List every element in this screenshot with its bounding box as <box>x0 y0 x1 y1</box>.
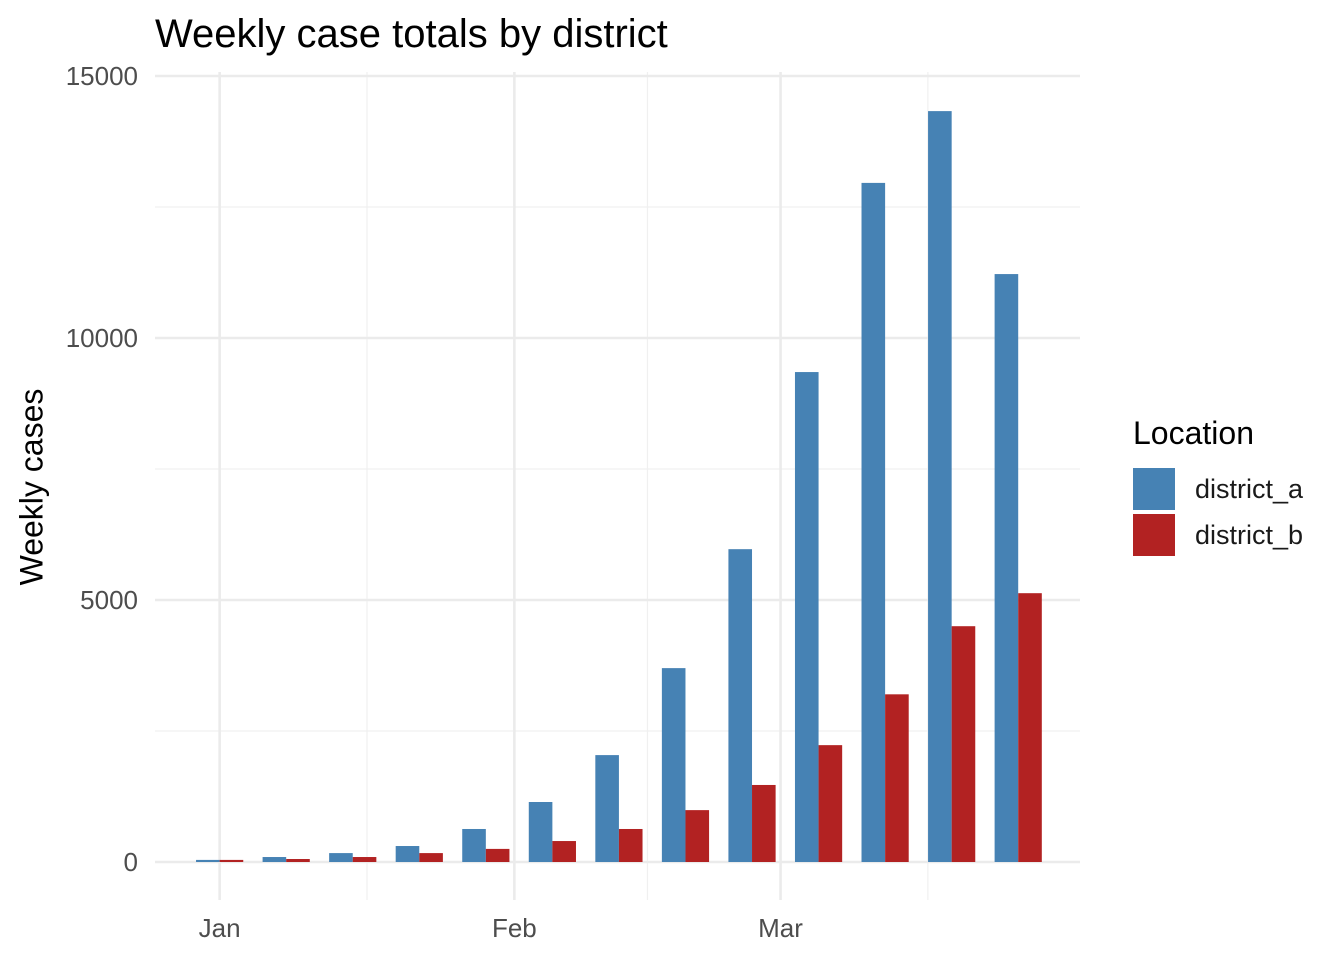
bar-district_a <box>794 372 819 862</box>
bar-district_a <box>395 846 420 862</box>
bar-district_a <box>196 859 220 862</box>
bar-district_a <box>861 182 886 862</box>
bar-district_a <box>262 857 287 862</box>
bar-district_b <box>352 857 377 862</box>
legend-item-district-a: district_a <box>1133 466 1303 512</box>
bar-district_b <box>552 841 576 862</box>
bar-district_a <box>329 853 353 862</box>
bar-district_a <box>994 274 1019 862</box>
bar-district_b <box>818 745 843 862</box>
bar-district_b <box>1018 593 1042 862</box>
y-tick-label: 10000 <box>66 323 138 353</box>
bar-district_a <box>595 755 619 862</box>
bar-district_b <box>752 784 776 862</box>
bar-district_b <box>951 626 976 862</box>
legend-label: district_a <box>1195 473 1304 504</box>
chart-title: Weekly case totals by district <box>155 12 668 56</box>
legend-item-district-b: district_b <box>1133 512 1303 558</box>
legend-label: district_b <box>1195 519 1304 550</box>
bar-district_b <box>286 859 310 862</box>
bar-district_b <box>685 810 710 862</box>
legend-title: Location <box>1133 415 1254 451</box>
x-tick-label: Mar <box>758 913 803 943</box>
x-tick-label: Feb <box>492 913 537 943</box>
legend-key-district-b <box>1133 514 1175 556</box>
bar-district_a <box>661 668 686 862</box>
x-tick-label: Jan <box>199 913 241 943</box>
legend: Location district_a district_b <box>1133 415 1303 558</box>
y-tick-label: 5000 <box>80 585 138 615</box>
bar-district_a <box>528 802 553 862</box>
bar-district_b <box>618 828 643 862</box>
bar-district_b <box>885 694 909 862</box>
y-tick-label: 0 <box>124 847 138 877</box>
legend-key-district-a <box>1133 468 1175 510</box>
bar-district_b <box>419 853 443 862</box>
bar-district_a <box>728 549 753 862</box>
y-tick-label: 15000 <box>66 61 138 91</box>
bar-district_a <box>462 828 486 862</box>
bar-district_a <box>928 111 952 862</box>
bar-district_b <box>485 848 510 862</box>
bar-district_b <box>219 859 244 862</box>
